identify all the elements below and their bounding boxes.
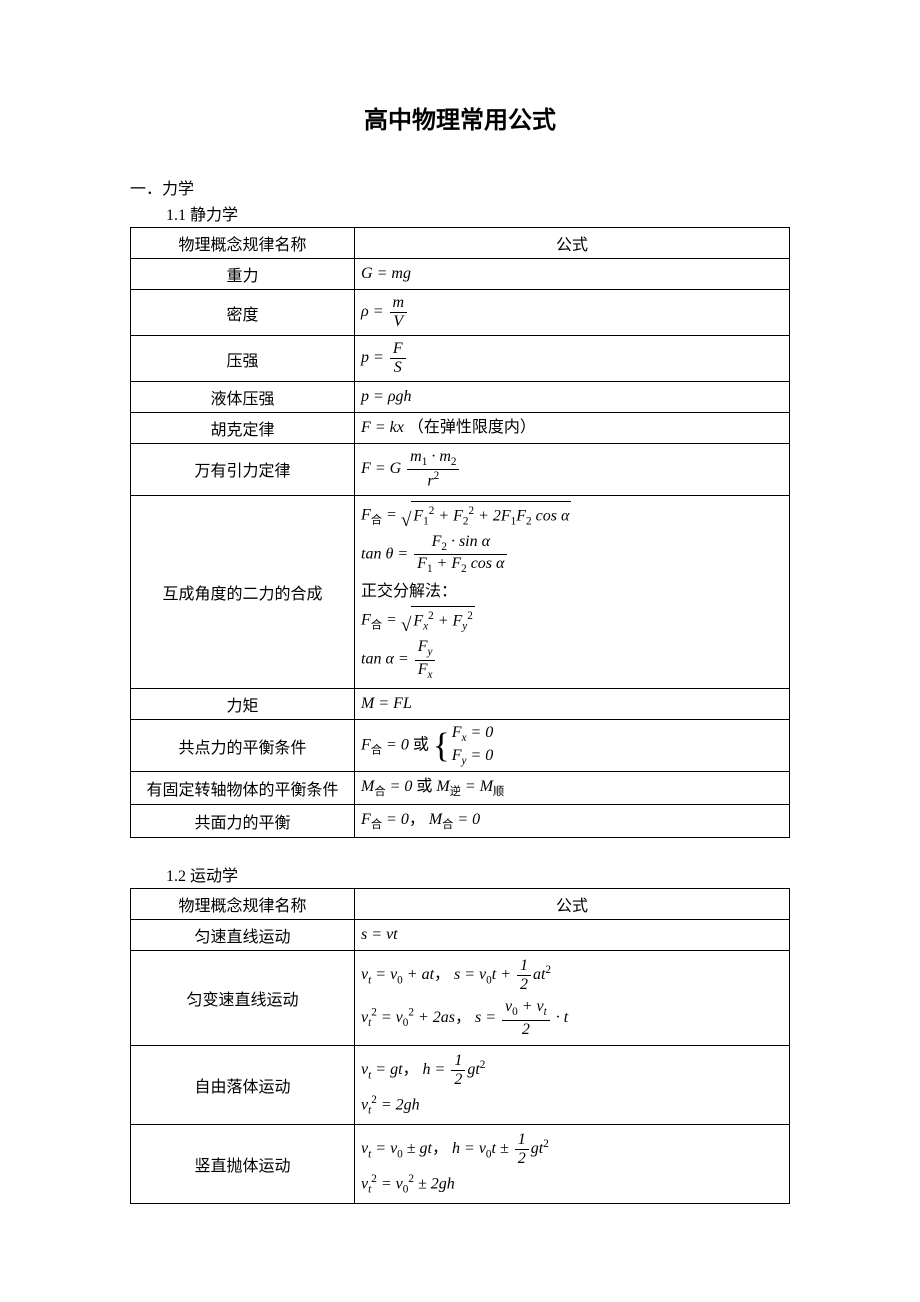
fixed-axis-eq-formula: M合 = 0 或 M逆 = M顺 (355, 772, 790, 805)
force-comp-formula: F合 = √F12 + F22 + 2F1F2 cos α tan θ = F2… (355, 495, 790, 688)
row-force-composition: 互成角度的二力的合成 F合 = √F12 + F22 + 2F1F2 cos α… (131, 495, 790, 688)
page: 高中物理常用公式 一．力学 1.1 静力学 物理概念规律名称 公式 重力 G =… (0, 0, 920, 1302)
header-formula: 公式 (355, 228, 790, 259)
liquid-pressure-formula: p = ρgh (355, 382, 790, 413)
row-uniform-acc: 匀变速直线运动 vt = v0 + at， s = v0t + 12at2 vt… (131, 951, 790, 1045)
subsection-1-1-heading: 1.1 静力学 (166, 201, 790, 225)
row-density: 密度 ρ = mV (131, 290, 790, 336)
uniform-name: 匀速直线运动 (131, 920, 355, 951)
row-fixed-axis-eq: 有固定转轴物体的平衡条件 M合 = 0 或 M逆 = M顺 (131, 772, 790, 805)
row-concurrent-eq: 共点力的平衡条件 F合 = 0 或 { Fx = 0 Fy = 0 (131, 719, 790, 772)
hooke-formula: F = kx （在弹性限度内） (355, 413, 790, 444)
coplanar-eq-formula: F合 = 0， M合 = 0 (355, 805, 790, 838)
row-hooke: 胡克定律 F = kx （在弹性限度内） (131, 413, 790, 444)
statics-table: 物理概念规律名称 公式 重力 G = mg 密度 ρ = mV 压强 p = F… (130, 227, 790, 838)
vertical-throw-formula: vt = v0 ± gt， h = v0t ± 12gt2 vt2 = v02 … (355, 1125, 790, 1204)
torque-name: 力矩 (131, 688, 355, 719)
row-torque: 力矩 M = FL (131, 688, 790, 719)
fixed-axis-eq-name: 有固定转轴物体的平衡条件 (131, 772, 355, 805)
liquid-pressure-name: 液体压强 (131, 382, 355, 413)
table-header-row: 物理概念规律名称 公式 (131, 228, 790, 259)
coplanar-eq-name: 共面力的平衡 (131, 805, 355, 838)
table-header-row: 物理概念规律名称 公式 (131, 889, 790, 920)
row-liquid-pressure: 液体压强 p = ρgh (131, 382, 790, 413)
row-gravitation: 万有引力定律 F = G m1 · m2r2 (131, 444, 790, 496)
header-name: 物理概念规律名称 (131, 228, 355, 259)
gravity-name: 重力 (131, 259, 355, 290)
torque-formula: M = FL (355, 688, 790, 719)
row-uniform: 匀速直线运动 s = vt (131, 920, 790, 951)
ortho-decomp-label: 正交分解法： (361, 583, 457, 600)
concurrent-eq-name: 共点力的平衡条件 (131, 719, 355, 772)
row-vertical-throw: 竖直抛体运动 vt = v0 ± gt， h = v0t ± 12gt2 vt2… (131, 1125, 790, 1204)
header-formula-2: 公式 (355, 889, 790, 920)
free-fall-formula: vt = gt， h = 12gt2 vt2 = 2gh (355, 1045, 790, 1124)
pressure-name: 压强 (131, 336, 355, 382)
pressure-formula: p = FS (355, 336, 790, 382)
gravitation-name: 万有引力定律 (131, 444, 355, 496)
gravitation-formula: F = G m1 · m2r2 (355, 444, 790, 496)
row-pressure: 压强 p = FS (131, 336, 790, 382)
row-gravity: 重力 G = mg (131, 259, 790, 290)
doc-title: 高中物理常用公式 (130, 100, 790, 135)
vertical-throw-name: 竖直抛体运动 (131, 1125, 355, 1204)
hooke-note: （在弹性限度内） (408, 419, 536, 436)
row-free-fall: 自由落体运动 vt = gt， h = 12gt2 vt2 = 2gh (131, 1045, 790, 1124)
density-name: 密度 (131, 290, 355, 336)
gravity-formula: G = mg (355, 259, 790, 290)
uniform-acc-formula: vt = v0 + at， s = v0t + 12at2 vt2 = v02 … (355, 951, 790, 1045)
uniform-acc-name: 匀变速直线运动 (131, 951, 355, 1045)
uniform-formula: s = vt (355, 920, 790, 951)
subsection-1-2-heading: 1.2 运动学 (166, 862, 790, 886)
section-1-heading: 一．力学 (130, 175, 790, 199)
hooke-name: 胡克定律 (131, 413, 355, 444)
header-name-2: 物理概念规律名称 (131, 889, 355, 920)
concurrent-eq-formula: F合 = 0 或 { Fx = 0 Fy = 0 (355, 719, 790, 772)
force-comp-name: 互成角度的二力的合成 (131, 495, 355, 688)
kinematics-table: 物理概念规律名称 公式 匀速直线运动 s = vt 匀变速直线运动 vt = v… (130, 888, 790, 1204)
density-formula: ρ = mV (355, 290, 790, 336)
free-fall-name: 自由落体运动 (131, 1045, 355, 1124)
row-coplanar-eq: 共面力的平衡 F合 = 0， M合 = 0 (131, 805, 790, 838)
